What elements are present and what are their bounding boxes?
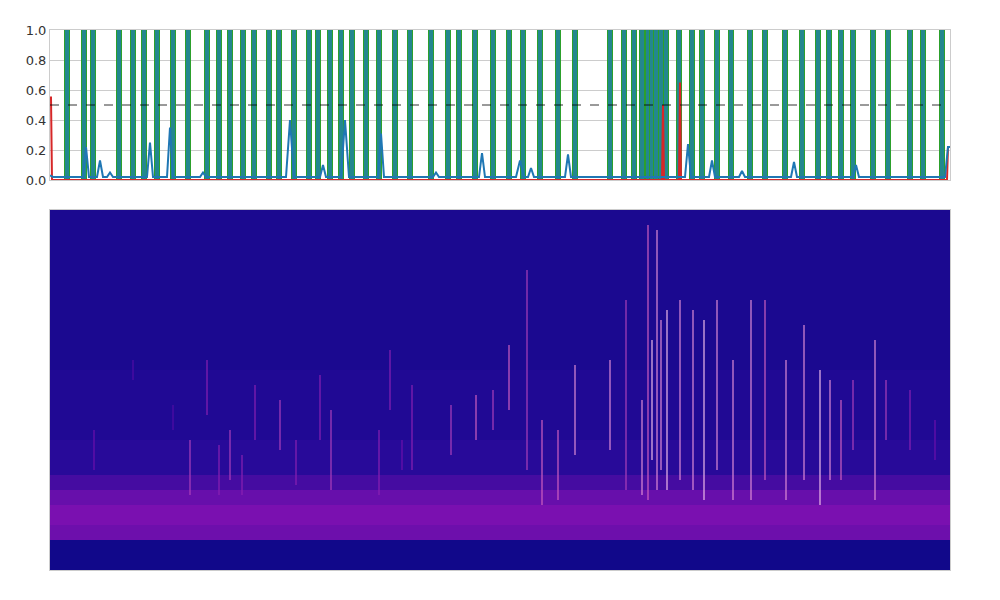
svg-text:0.8: 0.8 bbox=[26, 53, 47, 68]
svg-text:0.2: 0.2 bbox=[26, 143, 47, 158]
svg-text:0.6: 0.6 bbox=[26, 83, 47, 98]
svg-text:1.0: 1.0 bbox=[26, 23, 47, 38]
svg-text:0.0: 0.0 bbox=[26, 173, 47, 188]
svg-text:0.4: 0.4 bbox=[26, 113, 47, 128]
